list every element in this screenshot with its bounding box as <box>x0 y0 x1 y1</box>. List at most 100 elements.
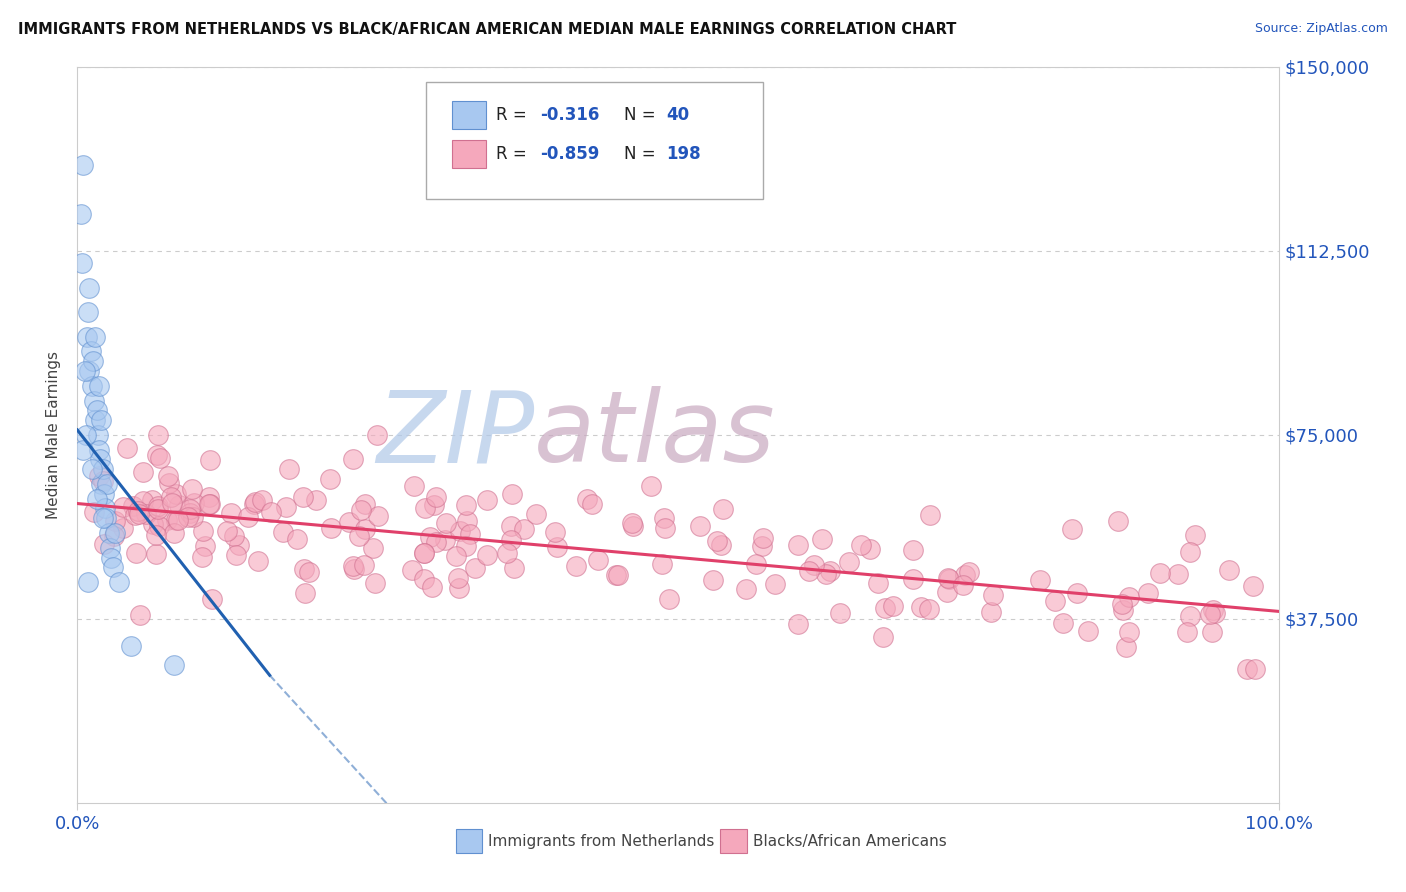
Text: 40: 40 <box>666 106 689 125</box>
Point <box>706 533 728 548</box>
Point <box>285 533 308 547</box>
Point <box>243 495 266 509</box>
Point <box>87 442 110 457</box>
Point <box>425 534 447 549</box>
Point <box>228 538 250 552</box>
Point <box>342 452 364 467</box>
Point <box>499 533 522 548</box>
Point <box>179 501 201 516</box>
Point <box>512 522 534 536</box>
Point <box>75 427 97 442</box>
Point <box>142 517 165 532</box>
Point <box>108 574 131 589</box>
Point <box>89 469 111 483</box>
Point <box>873 601 896 615</box>
Point <box>1107 515 1129 529</box>
Point <box>689 519 711 533</box>
FancyBboxPatch shape <box>453 102 486 129</box>
Text: ZIP: ZIP <box>375 386 534 483</box>
Point <box>901 572 924 586</box>
Point <box>953 568 976 582</box>
Point <box>420 580 443 594</box>
Point <box>157 476 180 491</box>
Point <box>165 513 187 527</box>
Point <box>1204 606 1226 620</box>
Point <box>89 452 111 467</box>
Point <box>86 403 108 417</box>
Point <box>98 541 121 555</box>
Point <box>1236 662 1258 676</box>
Point <box>449 524 471 538</box>
Point <box>799 564 821 578</box>
Point <box>156 469 179 483</box>
Point <box>90 413 112 427</box>
Point <box>1111 597 1133 611</box>
Point <box>412 546 434 560</box>
Point <box>260 505 283 519</box>
Point <box>454 498 477 512</box>
Point <box>1199 607 1222 621</box>
Point <box>148 427 170 442</box>
Point <box>350 502 373 516</box>
Point <box>456 514 478 528</box>
Point <box>363 576 385 591</box>
Point <box>93 487 115 501</box>
Text: R =: R = <box>496 106 531 125</box>
Point <box>363 541 385 555</box>
Point <box>1077 624 1099 639</box>
Point <box>122 500 145 514</box>
Point <box>621 518 644 533</box>
Point <box>135 507 157 521</box>
Point <box>217 524 239 538</box>
Point <box>419 530 441 544</box>
Point <box>225 549 247 563</box>
Point <box>524 508 547 522</box>
Point <box>120 639 142 653</box>
Point <box>115 441 138 455</box>
Point <box>1060 522 1083 536</box>
Point <box>640 479 662 493</box>
Point <box>872 630 894 644</box>
Point <box>1218 563 1240 577</box>
Point <box>124 508 146 523</box>
Point <box>544 524 567 539</box>
Point <box>503 560 526 574</box>
Point <box>404 479 426 493</box>
Point <box>79 364 101 378</box>
Point <box>319 521 342 535</box>
Point <box>86 491 108 506</box>
Point <box>80 378 103 392</box>
Point <box>103 560 125 574</box>
FancyBboxPatch shape <box>426 81 762 200</box>
Point <box>447 571 470 585</box>
Point <box>458 527 481 541</box>
Point <box>818 564 841 578</box>
FancyBboxPatch shape <box>453 140 486 169</box>
Point <box>236 510 259 524</box>
Point <box>349 529 371 543</box>
Point <box>87 427 110 442</box>
Point <box>446 549 468 563</box>
Point <box>70 256 93 270</box>
Point <box>181 482 204 496</box>
Point <box>247 553 270 567</box>
Point <box>94 501 117 516</box>
Point <box>292 490 315 504</box>
Point <box>97 525 120 540</box>
Point <box>803 558 825 573</box>
Point <box>1052 615 1074 630</box>
Point <box>112 500 135 514</box>
Point <box>752 531 775 545</box>
Text: Source: ZipAtlas.com: Source: ZipAtlas.com <box>1254 22 1388 36</box>
Point <box>128 608 150 623</box>
Point <box>128 507 150 521</box>
Point <box>77 574 100 589</box>
Point <box>292 562 315 576</box>
Point <box>146 448 169 462</box>
Point <box>353 558 375 572</box>
Point <box>938 572 960 586</box>
Point <box>76 330 98 344</box>
Point <box>936 571 959 585</box>
Point <box>276 500 298 515</box>
Point <box>179 506 201 520</box>
